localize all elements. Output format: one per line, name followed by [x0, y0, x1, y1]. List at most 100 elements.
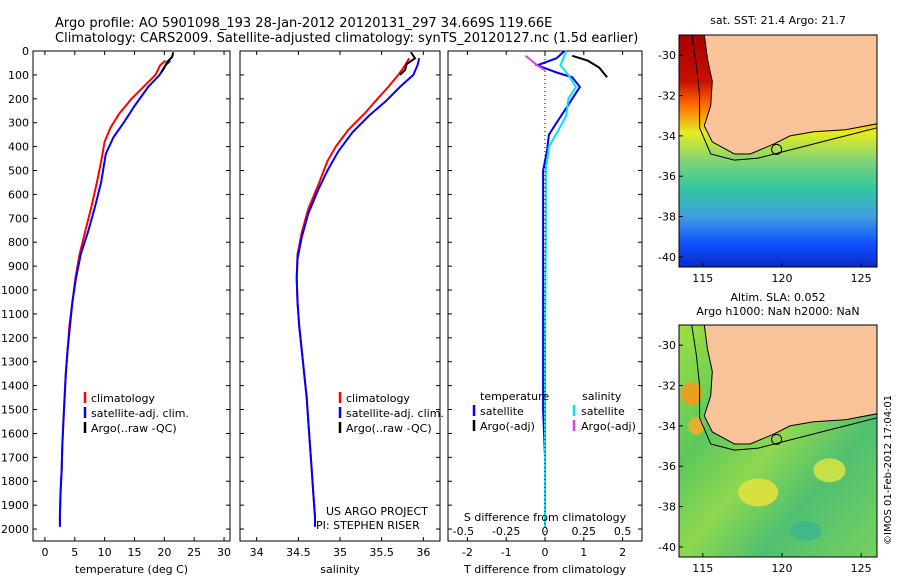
series-line-1	[295, 57, 421, 527]
map-x-tick-label: 125	[851, 562, 872, 575]
x-tick-label: 5	[71, 546, 78, 559]
x-top-tick-label: -0.25	[492, 525, 520, 538]
plot-frame	[32, 50, 231, 542]
isobath-line	[691, 324, 878, 451]
y-tick-label: 1000	[1, 284, 29, 297]
sla-anomaly	[681, 381, 702, 406]
y-tick-label: 1400	[1, 380, 29, 393]
y-tick-label: 1200	[1, 332, 29, 345]
y-tick-label: 1700	[1, 451, 29, 464]
x-axis-label: T difference from climatology	[463, 563, 626, 576]
y-tick-label: 300	[8, 117, 29, 130]
y-tick-label: 800	[8, 236, 29, 249]
series-line-2	[160, 51, 175, 74]
sla-anomaly	[738, 478, 779, 507]
copyright-stamp: ©IMOS 01-Feb-2012 17:04:01	[883, 394, 894, 545]
map-frame	[678, 34, 878, 268]
x-tick-label: 10	[98, 546, 112, 559]
map-panel-1: -30 -32 -34 -36 -38 -40 115 120 125 sat. SST: 21.…	[658, 14, 878, 285]
map-y-tick-label: -30	[658, 339, 676, 352]
x-top-tick-label: 0.25	[572, 525, 597, 538]
isobath-line	[691, 34, 878, 161]
legend-label: satellite	[581, 405, 625, 418]
x-tick-label: 35.5	[369, 546, 394, 559]
map-y-tick-label: -36	[658, 460, 676, 473]
x-tick-label: 20	[157, 546, 171, 559]
legend-label: climatology	[346, 392, 410, 405]
map-y-tick-label: -32	[658, 90, 676, 103]
x-top-tick-label: 0	[542, 525, 549, 538]
header-line-2: Climatology: CARS2009. Satellite-adjuste…	[55, 31, 639, 46]
x-tick-label: 35	[333, 546, 347, 559]
x-tick-label: 2	[619, 546, 626, 559]
map-y-tick-label: -40	[658, 251, 676, 264]
coastline-land	[703, 34, 878, 155]
x-tick-label: 30	[217, 546, 231, 559]
y-tick-label: 1900	[1, 499, 29, 512]
legend-label: satellite-adj. clim.	[346, 407, 444, 420]
legend-title-temperature: temperature	[480, 390, 549, 403]
sla-subtitle: Argo h1000: NaN h2000: NaN	[696, 305, 859, 318]
x-axis-label: temperature (deg C)	[75, 563, 188, 576]
credit-line-2: PI: STEPHEN RISER	[316, 519, 420, 532]
x-top-tick-label: 0.5	[614, 525, 632, 538]
profile-panel-2: 34 34.5 35 35.5 36 salinity climatology satelli…	[239, 50, 444, 576]
y-tick-label: 700	[8, 212, 29, 225]
y-tick-label: 500	[8, 165, 29, 178]
x-axis-label-top: S difference from climatology	[464, 511, 627, 524]
map-y-tick-label: -34	[658, 130, 676, 143]
y-tick-label: 0	[22, 45, 29, 58]
x-axis-label: salinity	[320, 563, 360, 576]
series-line-2	[399, 51, 417, 76]
profile-panel-1: 0100200300400500600700800900100011001200…	[1, 45, 231, 576]
x-tick-label: 0	[41, 546, 48, 559]
argo-position-marker	[771, 433, 783, 445]
x-tick-label: -1	[501, 546, 512, 559]
legend-label: Argo(-adj)	[581, 420, 636, 433]
x-tick-label: 1	[580, 546, 587, 559]
header-line-1: Argo profile: AO 5901098_193 28-Jan-2012…	[55, 16, 553, 31]
y-tick-label: 1100	[1, 308, 29, 321]
y-tick-label: 600	[8, 188, 29, 201]
y-tick-label: 1800	[1, 475, 29, 488]
series-line-2	[544, 50, 578, 527]
sla-title: Altim. SLA: 0.052	[730, 291, 825, 304]
series-line-3	[524, 55, 546, 71]
y-tick-label: 1300	[1, 356, 29, 369]
x-tick-label: 34	[250, 546, 264, 559]
y-tick-label: 200	[8, 93, 29, 106]
coastline-land	[703, 324, 878, 445]
map-x-tick-label: 120	[771, 272, 792, 285]
x-tick-label: -2	[462, 546, 473, 559]
credit-line-1: US ARGO PROJECT	[326, 505, 428, 518]
legend-label: Argo(..raw -QC)	[91, 422, 177, 435]
legend-label: Argo(..raw -QC)	[346, 422, 432, 435]
map-x-tick-label: 125	[851, 272, 872, 285]
sla-anomaly	[789, 520, 822, 541]
x-tick-label: 15	[127, 546, 141, 559]
map-frame	[678, 324, 878, 558]
map-y-tick-label: -38	[658, 501, 676, 514]
y-tick-label: 400	[8, 141, 29, 154]
map-y-tick-label: -40	[658, 541, 676, 554]
map-y-tick-label: -30	[658, 49, 676, 62]
legend-title-salinity: salinity	[582, 390, 622, 403]
map-x-tick-label: 115	[692, 272, 713, 285]
y-tick-label: 1500	[1, 404, 29, 417]
map-y-tick-label: -34	[658, 420, 676, 433]
map-x-tick-label: 115	[692, 562, 713, 575]
x-top-tick-label: -0.5	[453, 525, 474, 538]
legend-label: satellite	[480, 405, 524, 418]
y-tick-label: 100	[8, 69, 29, 82]
map-x-tick-label: 120	[771, 562, 792, 575]
x-tick-label: 0	[542, 546, 549, 559]
y-tick-label: 900	[8, 260, 29, 273]
series-line-1	[571, 54, 608, 78]
sla-anomaly	[688, 416, 705, 435]
legend-label: satellite-adj. clim.	[91, 407, 189, 420]
series-line-0	[534, 50, 582, 527]
sst-title: sat. SST: 21.4 Argo: 21.7	[710, 14, 846, 27]
argo-position-marker	[771, 143, 783, 155]
x-tick-label: 25	[187, 546, 201, 559]
